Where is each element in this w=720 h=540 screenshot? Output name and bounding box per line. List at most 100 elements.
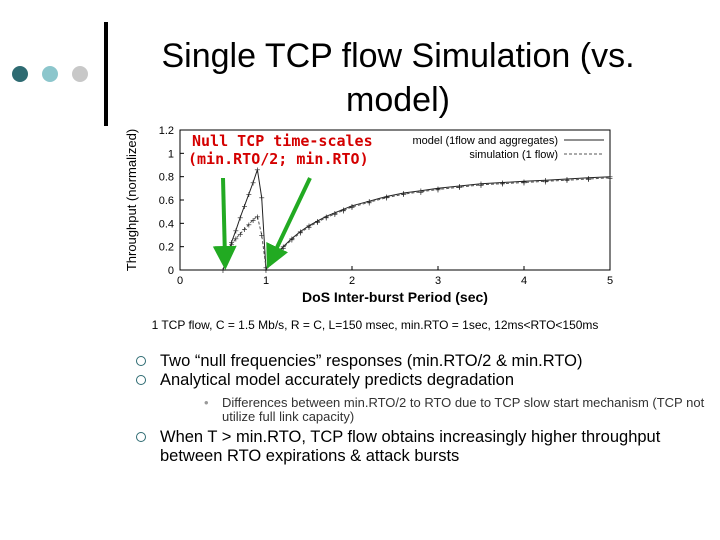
dot-1-icon — [12, 66, 28, 82]
y-tick-label: 0 — [168, 265, 174, 277]
throughput-chart: 0 1 2 3 4 5 0 0.2 0.4 0.6 0.8 1 1.2 DoS Inter-burst P… — [124, 125, 614, 305]
data-point: + — [499, 180, 506, 189]
x-tick-label: 5 — [607, 275, 613, 287]
x-tick-label: 4 — [521, 275, 527, 287]
data-point: + — [607, 173, 614, 182]
x-tick-label: 1 — [263, 275, 269, 287]
data-point: + — [417, 187, 424, 196]
data-point: + — [435, 186, 442, 195]
data-point: + — [237, 230, 244, 239]
y-tick-label: 0.8 — [159, 172, 174, 184]
data-point: + — [228, 240, 235, 249]
data-point: + — [607, 174, 614, 183]
sub-bullet-text: Differences between min.RTO/2 to RTO due… — [222, 395, 705, 424]
data-point: + — [245, 190, 252, 199]
data-point: + — [349, 203, 356, 212]
series-line-2 — [222, 177, 611, 269]
arrow-min-rto — [266, 177, 312, 269]
y-axis-label: Throughput (normalized) — [124, 129, 139, 271]
data-point: + — [585, 174, 592, 183]
data-point: + — [258, 231, 265, 240]
data-point: + — [220, 266, 227, 275]
data-point: + — [542, 177, 549, 186]
data-point: + — [499, 179, 506, 188]
bullet-circle-icon — [136, 356, 146, 366]
data-point: + — [456, 183, 463, 192]
data-point: + — [331, 209, 338, 218]
data-point: + — [417, 188, 424, 197]
bullet-text: When T > min.RTO, TCP flow obtains incre… — [160, 428, 661, 465]
data-point: + — [564, 176, 571, 185]
series-line-1 — [222, 169, 611, 272]
data-point: + — [306, 223, 313, 232]
data-point: + — [254, 212, 261, 221]
legend-label: simulation (1 flow) — [469, 149, 558, 161]
bullet-item: When T > min.RTO, TCP flow obtains incre… — [132, 428, 712, 466]
data-point: + — [288, 236, 295, 245]
dot-2-icon — [42, 66, 58, 82]
annotation-line-2: (min.RTO/2; min.RTO) — [188, 150, 369, 168]
data-point: + — [250, 179, 257, 188]
dot-3-icon — [72, 66, 88, 82]
bullet-text: Analytical model accurately predicts deg… — [160, 371, 515, 389]
data-point: + — [478, 181, 485, 190]
bullet-circle-icon — [136, 375, 146, 385]
data-point: + — [323, 214, 330, 223]
bullet-item: Two “null frequencies” responses (min.RT… — [132, 352, 712, 371]
data-point: + — [366, 198, 373, 207]
data-point: + — [228, 238, 235, 247]
data-point: + — [254, 166, 261, 175]
data-point: + — [456, 182, 463, 191]
data-point: + — [263, 266, 270, 275]
title-divider — [104, 22, 108, 126]
data-point: + — [340, 205, 347, 214]
data-point: + — [521, 179, 528, 188]
data-point: + — [383, 194, 390, 203]
data-point: + — [241, 225, 248, 234]
data-point: + — [237, 214, 244, 223]
annotation-line-1: Null TCP time-scales — [192, 132, 373, 150]
x-tick-label: 0 — [177, 275, 183, 287]
data-point: + — [585, 175, 592, 184]
chart-caption: 1 TCP flow, C = 1.5 Mb/s, R = C, L=150 m… — [151, 318, 599, 332]
data-point: + — [258, 194, 265, 203]
data-point: + — [233, 226, 240, 235]
data-point: + — [306, 222, 313, 231]
y-tick-label: 0.6 — [159, 195, 174, 207]
data-point: + — [263, 264, 270, 273]
data-point: + — [435, 184, 442, 193]
x-tick-label: 3 — [435, 275, 441, 287]
decorative-dots — [12, 66, 96, 82]
data-point: + — [314, 217, 321, 226]
bullet-item: Analytical model accurately predicts deg… — [132, 371, 712, 390]
data-point: + — [478, 180, 485, 189]
data-point: + — [349, 202, 356, 211]
bullet-circle-icon — [136, 432, 146, 442]
data-point: + — [400, 189, 407, 198]
slide-title: Single TCP flow Simulation (vs. model) — [161, 37, 635, 119]
data-point: + — [331, 210, 338, 219]
sub-bullet-item: • Differences between min.RTO/2 to RTO d… — [132, 396, 712, 424]
y-tick-label: 1 — [168, 148, 174, 160]
data-point: + — [340, 207, 347, 216]
data-point: + — [297, 229, 304, 238]
data-point: + — [542, 176, 549, 185]
data-point: + — [241, 202, 248, 211]
x-tick-label: 2 — [349, 275, 355, 287]
y-tick-label: 1.2 — [159, 125, 174, 137]
data-point: + — [564, 175, 571, 184]
legend-label: model (1flow and aggregates) — [412, 135, 558, 147]
data-point: + — [250, 216, 257, 225]
data-point: + — [288, 235, 295, 244]
arrow-min-rto-half — [212, 177, 237, 270]
x-axis-label: DoS Inter-burst Period (sec) — [302, 289, 488, 305]
data-point: + — [280, 244, 287, 253]
bullet-text: Two “null frequencies” responses (min.RT… — [160, 352, 583, 370]
y-tick-label: 0.4 — [159, 218, 174, 230]
data-point: + — [297, 228, 304, 237]
data-point: + — [314, 218, 321, 227]
data-point: + — [233, 235, 240, 244]
data-point: + — [245, 221, 252, 230]
sub-bullet-dot-icon: • — [204, 395, 209, 410]
data-point: + — [383, 193, 390, 202]
